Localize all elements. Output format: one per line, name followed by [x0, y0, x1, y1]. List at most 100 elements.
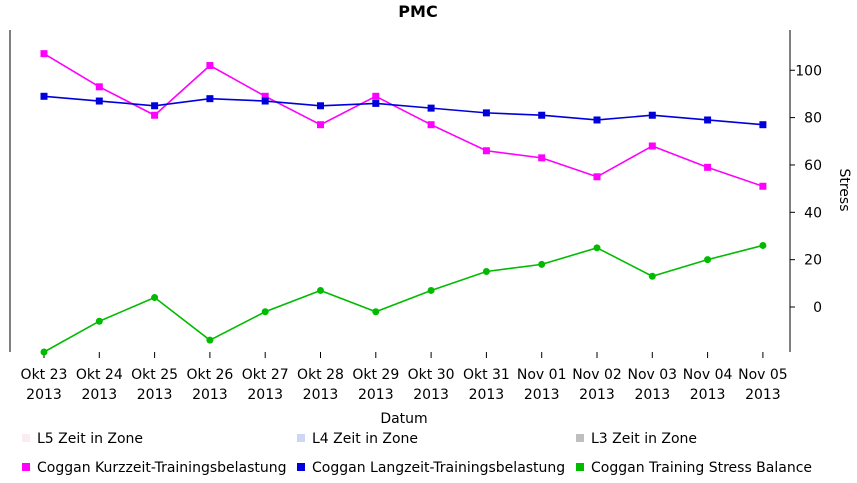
x-tick-label-year: 2013 — [634, 387, 670, 403]
y-axis-label: Stress — [836, 168, 852, 211]
data-point-series-3 — [704, 256, 712, 264]
x-tick-label: Nov 03 — [628, 367, 678, 383]
y-tick-label: 60 — [804, 158, 822, 174]
legend-label: Coggan Langzeit-Trainingsbelastung — [312, 460, 565, 476]
data-point-series-2 — [648, 111, 656, 119]
legend-swatch — [297, 463, 305, 471]
data-point-series-1 — [95, 83, 103, 91]
y-tick-label: 80 — [804, 111, 822, 127]
data-point-series-2 — [95, 97, 103, 105]
y-tick-label: 40 — [804, 205, 822, 221]
chart-title: PMC — [398, 2, 437, 21]
y-tick-label: 20 — [804, 253, 822, 269]
data-point-series-2 — [593, 116, 601, 124]
x-tick-label-year: 2013 — [358, 387, 394, 403]
x-tick-label: Nov 05 — [738, 367, 788, 383]
y-tick-label: 100 — [795, 63, 822, 79]
data-point-series-1 — [482, 147, 490, 155]
data-point-series-2 — [704, 116, 712, 124]
data-point-series-1 — [40, 50, 48, 58]
data-point-series-3 — [40, 348, 48, 356]
data-point-series-1 — [759, 182, 767, 190]
x-tick-label: Okt 25 — [131, 367, 178, 383]
x-tick-label-year: 2013 — [524, 387, 560, 403]
data-point-series-2 — [206, 95, 214, 103]
legend-label: L4 Zeit in Zone — [312, 431, 418, 447]
data-point-series-3 — [482, 268, 490, 275]
data-point-series-3 — [427, 286, 435, 294]
data-point-series-3 — [372, 308, 380, 316]
x-tick-label-year: 2013 — [137, 387, 173, 403]
x-axis-label: Datum — [380, 411, 427, 427]
data-point-series-2 — [317, 102, 324, 110]
x-tick-label-year: 2013 — [469, 387, 505, 403]
data-point-series-2 — [372, 99, 380, 107]
x-tick-label: Okt 27 — [242, 367, 289, 383]
x-tick-label: Okt 26 — [186, 367, 233, 383]
legend-label: Coggan Kurzzeit-Trainingsbelastung — [37, 460, 287, 476]
series-markers — [40, 50, 767, 356]
series-line-2 — [43, 95, 763, 126]
data-point-series-1 — [538, 154, 546, 162]
x-tick-label-year: 2013 — [745, 387, 781, 403]
legend-label: L5 Zeit in Zone — [37, 431, 143, 447]
x-tick-label: Okt 23 — [21, 367, 68, 383]
legend-swatch — [22, 463, 30, 471]
data-point-series-1 — [206, 62, 214, 70]
data-point-series-2 — [538, 111, 546, 119]
data-point-series-2 — [759, 121, 767, 129]
legend-swatch — [576, 463, 584, 471]
data-point-series-1 — [427, 121, 435, 129]
legend-label: Coggan Training Stress Balance — [591, 460, 812, 476]
legend-label: L3 Zeit in Zone — [591, 431, 697, 447]
data-point-series-3 — [95, 317, 103, 325]
data-point-series-1 — [593, 173, 601, 181]
x-tick-label-year: 2013 — [192, 387, 228, 403]
data-point-series-3 — [593, 244, 601, 252]
data-point-series-1 — [317, 121, 324, 129]
series-line-3 — [43, 244, 764, 353]
legend-swatch — [22, 434, 30, 442]
data-point-series-3 — [538, 260, 546, 268]
legend: L5 Zeit in Zone L4 Zeit in Zone L3 Zeit in… — [22, 431, 812, 476]
data-point-series-3 — [151, 294, 159, 302]
series-line-1 — [43, 52, 764, 188]
x-tick-label: Nov 01 — [517, 367, 567, 383]
data-point-series-3 — [759, 241, 767, 249]
legend-swatch — [297, 434, 305, 442]
data-point-series-1 — [648, 142, 656, 150]
x-tick-label: Okt 30 — [408, 367, 455, 383]
x-tick-label-year: 2013 — [303, 387, 339, 403]
data-point-series-1 — [372, 92, 380, 100]
x-tick-label: Okt 29 — [352, 367, 399, 383]
x-tick-label: Nov 02 — [572, 367, 622, 383]
x-tick-label: Okt 24 — [76, 367, 123, 383]
data-point-series-2 — [427, 104, 435, 112]
x-tick-label: Okt 28 — [297, 367, 344, 383]
data-point-series-1 — [151, 111, 159, 119]
data-point-series-1 — [704, 163, 712, 171]
data-point-series-2 — [261, 97, 269, 105]
x-tick-label: Nov 04 — [683, 367, 733, 383]
data-point-series-3 — [317, 286, 324, 294]
data-point-series-3 — [261, 308, 269, 316]
data-point-series-3 — [648, 272, 656, 280]
series-lines — [43, 52, 764, 353]
x-tick-label-year: 2013 — [690, 387, 726, 403]
legend-swatch — [576, 434, 584, 442]
data-point-series-2 — [151, 102, 159, 110]
data-point-series-2 — [40, 92, 48, 100]
x-tick-label-year: 2013 — [247, 387, 283, 403]
x-tick-label-year: 2013 — [81, 387, 117, 403]
data-point-series-2 — [482, 109, 490, 117]
x-tick-label-year: 2013 — [413, 387, 449, 403]
x-tick-label: Okt 31 — [463, 367, 510, 383]
x-tick-label-year: 2013 — [26, 387, 62, 403]
y-tick-label: 0 — [813, 300, 822, 316]
data-point-series-3 — [206, 336, 214, 344]
y-ticks: 0 20 40 60 80 100 — [790, 63, 822, 316]
x-tick-label-year: 2013 — [579, 387, 615, 403]
x-ticks: Okt 23 2013 Okt 24 2013 Okt 25 2013 Okt 26 2013… — [21, 352, 788, 403]
data-point-series-1 — [261, 92, 269, 100]
